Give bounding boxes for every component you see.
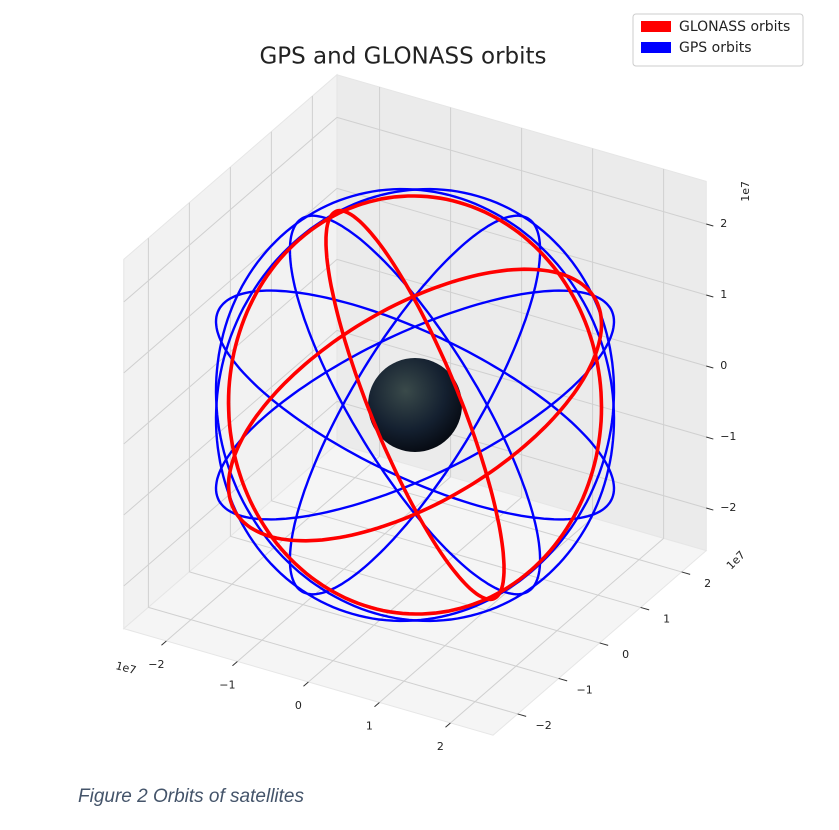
tick-mark bbox=[681, 571, 691, 575]
grid-line bbox=[230, 535, 600, 644]
orbit bbox=[226, 267, 604, 543]
grid-line bbox=[336, 116, 707, 225]
tick-mark bbox=[445, 722, 451, 728]
y-offset-label: 1e7 bbox=[724, 548, 748, 572]
grid-line bbox=[123, 259, 338, 445]
z-tick-label: −2 bbox=[720, 501, 736, 514]
x-tick-label: −2 bbox=[148, 658, 164, 671]
earth bbox=[367, 357, 463, 453]
tick-mark bbox=[374, 702, 380, 708]
orbit bbox=[324, 208, 506, 602]
tick-mark bbox=[706, 436, 714, 440]
tick-mark bbox=[558, 677, 568, 682]
chart-title: GPS and GLONASS orbits bbox=[259, 44, 546, 70]
orbit bbox=[226, 194, 604, 616]
tick-mark bbox=[706, 223, 714, 227]
orbit bbox=[214, 289, 616, 521]
y-tick-label: 0 bbox=[622, 648, 629, 661]
legend-label: GPS orbits bbox=[679, 40, 752, 56]
tick-mark bbox=[599, 642, 609, 646]
grid-line bbox=[271, 500, 641, 608]
caption: Figure 2 Orbits of satellites bbox=[78, 786, 304, 807]
grid-line bbox=[336, 187, 707, 296]
grid-line bbox=[123, 116, 338, 303]
legend: GLONASS orbits GPS orbits bbox=[632, 13, 804, 67]
x-tick-label: 2 bbox=[437, 740, 444, 753]
x-tick-label: 1 bbox=[366, 719, 373, 732]
tick-mark bbox=[706, 365, 714, 369]
y-tick-label: 2 bbox=[704, 577, 711, 590]
tick-mark bbox=[161, 640, 167, 646]
chart: −2 −1 0 1 2 −2 −1 0 1 2 −2 −1 0 1 2 1e7 1e7 1e7 GPS and G… bbox=[114, 13, 804, 753]
tick-mark bbox=[303, 681, 309, 687]
x-tick-label: −1 bbox=[219, 678, 235, 691]
legend-swatch bbox=[641, 21, 671, 32]
legend-box bbox=[632, 13, 804, 67]
z-tick-label: 1 bbox=[720, 288, 727, 301]
tick-mark bbox=[232, 661, 238, 667]
y-tick-label: −2 bbox=[536, 719, 552, 732]
x-offset-label: 1e7 bbox=[114, 659, 137, 677]
orbit bbox=[214, 289, 616, 521]
legend-label: GLONASS orbits bbox=[679, 19, 790, 35]
z-tick-label: 2 bbox=[720, 217, 727, 230]
z-tick-label: −1 bbox=[720, 430, 736, 443]
z-offset-label: 1e7 bbox=[739, 181, 752, 202]
y-tick-label: 1 bbox=[663, 612, 670, 625]
y-tick-label: −1 bbox=[577, 683, 593, 696]
legend-swatch bbox=[641, 42, 671, 53]
tick-mark bbox=[706, 294, 714, 298]
x-tick-label: 0 bbox=[295, 699, 302, 712]
tick-mark bbox=[706, 507, 714, 511]
tick-mark bbox=[640, 606, 650, 611]
grid-line bbox=[148, 606, 518, 715]
grid-line bbox=[189, 571, 559, 679]
z-tick-label: 0 bbox=[720, 359, 727, 372]
tick-mark bbox=[517, 713, 527, 717]
